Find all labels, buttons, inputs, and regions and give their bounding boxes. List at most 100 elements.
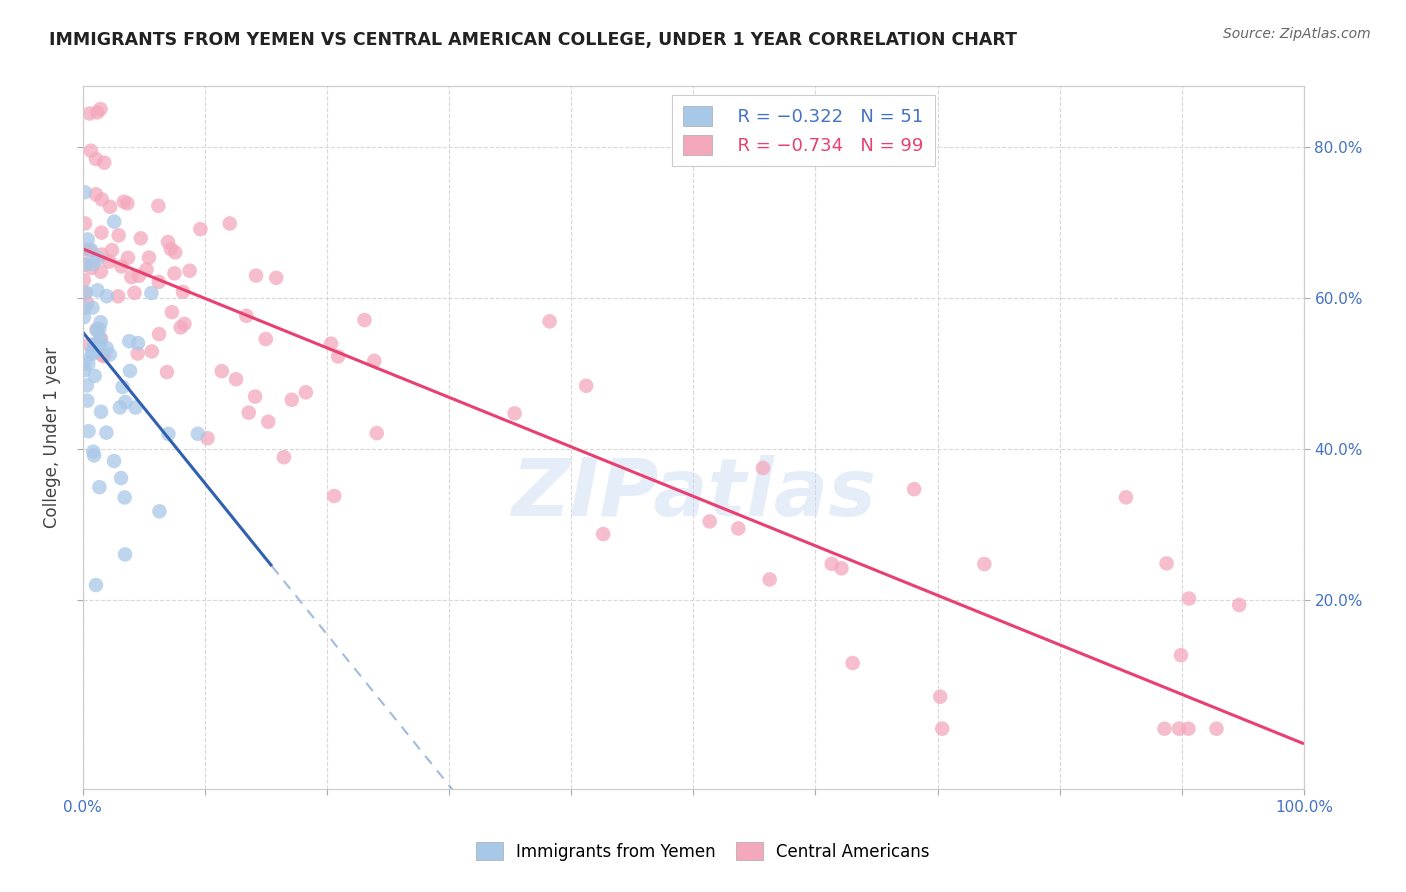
Point (127, 346, 149, 360)
Point (84, 187, 107, 202)
Point (103, 454, 125, 468)
Point (173, 317, 195, 331)
Point (257, 415, 280, 429)
Point (101, 243, 124, 257)
Point (107, 228, 129, 243)
Point (752, 461, 775, 475)
Point (1205, 722, 1227, 736)
Point (114, 395, 136, 409)
Point (821, 557, 844, 571)
Point (235, 309, 257, 323)
Legend:   R = −0.322   N = 51,   R = −0.734   N = 99: R = −0.322 N = 51, R = −0.734 N = 99 (672, 95, 935, 166)
Point (73, 242, 96, 256)
Point (727, 521, 749, 535)
Point (187, 426, 209, 441)
Point (148, 199, 170, 213)
Point (86, 105, 108, 120)
Point (1227, 598, 1250, 612)
Point (82, 444, 104, 458)
Point (156, 365, 179, 379)
Point (89, 332, 111, 346)
Point (841, 656, 863, 670)
Point (120, 270, 142, 285)
Point (135, 262, 157, 277)
Point (111, 380, 134, 394)
Point (89, 102, 111, 116)
Point (830, 561, 852, 575)
Point (929, 690, 952, 704)
Point (108, 401, 131, 415)
Point (73, 186, 96, 200)
Point (86, 322, 108, 336)
Point (254, 332, 277, 346)
Point (82, 346, 104, 360)
Point (141, 286, 163, 301)
Point (238, 406, 260, 420)
Point (82, 257, 104, 271)
Point (76, 378, 98, 392)
Point (89, 322, 111, 336)
Point (172, 285, 194, 299)
Point (80, 144, 103, 158)
Point (165, 245, 187, 260)
Point (323, 489, 346, 503)
Point (90, 315, 112, 329)
Point (77, 357, 100, 371)
Point (80, 260, 103, 275)
Y-axis label: College, Under 1 year: College, Under 1 year (44, 347, 60, 528)
Point (73, 286, 96, 301)
Point (118, 334, 141, 349)
Point (973, 557, 995, 571)
Point (245, 268, 267, 283)
Point (179, 263, 201, 277)
Point (73, 301, 96, 315)
Point (90, 226, 112, 240)
Point (79, 244, 101, 258)
Point (73, 310, 96, 325)
Point (160, 305, 183, 319)
Point (75, 257, 97, 271)
Point (148, 504, 170, 518)
Point (1177, 722, 1199, 736)
Point (319, 336, 342, 351)
Point (103, 214, 125, 228)
Point (1115, 491, 1137, 505)
Point (156, 235, 179, 249)
Point (114, 548, 136, 562)
Point (141, 344, 163, 359)
Point (90, 337, 112, 351)
Point (112, 194, 135, 209)
Point (160, 242, 183, 256)
Point (107, 289, 129, 303)
Point (190, 222, 212, 236)
Point (592, 527, 614, 541)
Point (90, 332, 112, 346)
Point (93, 349, 115, 363)
Point (218, 217, 240, 231)
Point (326, 350, 349, 364)
Point (157, 426, 180, 441)
Point (93, 155, 115, 169)
Point (538, 314, 561, 328)
Point (80, 345, 103, 359)
Point (148, 275, 170, 289)
Point (273, 450, 295, 465)
Legend: Immigrants from Yemen, Central Americans: Immigrants from Yemen, Central Americans (470, 836, 936, 868)
Point (1170, 648, 1192, 663)
Point (89, 480, 111, 494)
Point (148, 327, 170, 342)
Point (86, 323, 108, 337)
Point (76, 296, 98, 310)
Point (90, 265, 112, 279)
Point (1178, 591, 1201, 606)
Point (281, 392, 304, 407)
Point (87, 252, 110, 266)
Point (110, 260, 132, 274)
Point (84, 578, 107, 592)
Point (96, 341, 118, 355)
Point (138, 251, 160, 265)
Point (80, 243, 103, 257)
Point (1168, 722, 1191, 736)
Point (73, 354, 96, 368)
Point (86, 284, 108, 298)
